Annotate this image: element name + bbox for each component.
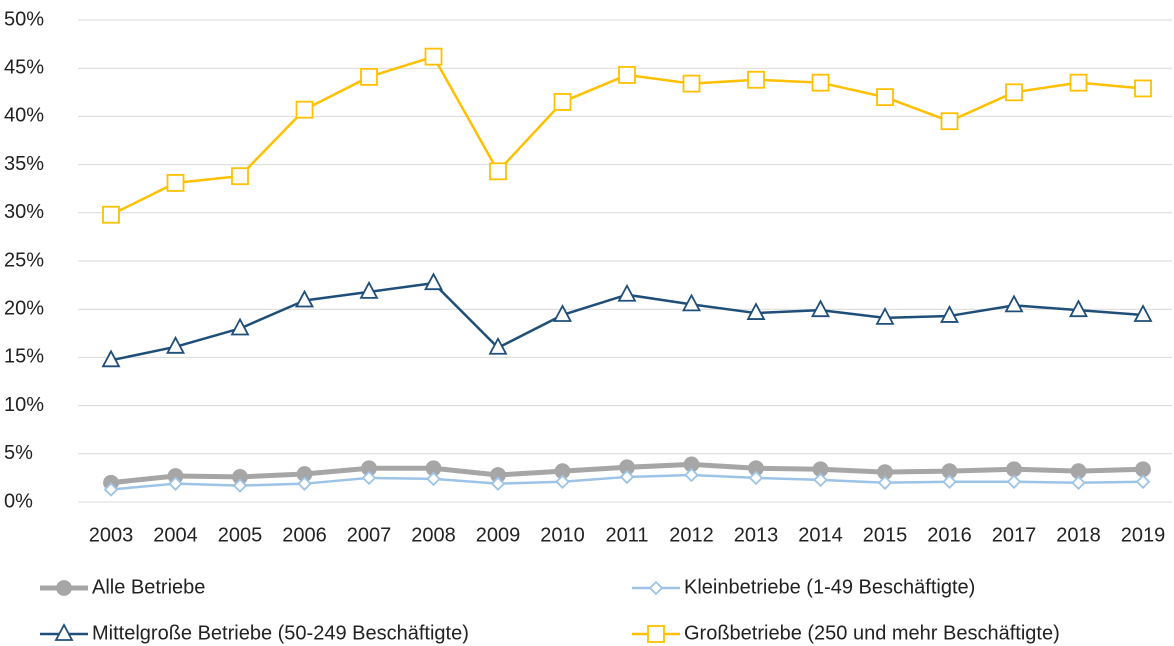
y-tick-label: 25% [4,249,44,271]
data-point [942,474,957,490]
data-point [101,349,121,368]
data-point [1134,79,1152,98]
data-point [1006,461,1022,478]
x-tick-label: 2010 [540,524,585,546]
x-tick-label: 2017 [992,524,1037,546]
data-point [168,476,183,491]
y-tick-label: 45% [4,56,44,78]
legend-marker [54,623,74,641]
y-tick-label: 15% [4,346,44,368]
data-point [747,70,765,89]
legend-marker [648,580,664,596]
data-point [359,280,379,299]
legend-label: Großbetriebe (250 und mehr Beschäftigte) [684,622,1060,644]
x-tick-label: 2019 [1121,524,1166,546]
data-point [940,305,959,323]
data-point [424,47,443,66]
data-point [490,476,506,491]
x-tick-label: 2009 [476,524,521,546]
data-point [426,471,441,487]
x-tick-label: 2013 [734,524,779,546]
data-point [748,470,764,486]
x-tick-label: 2003 [89,524,134,546]
data-point [1133,304,1153,322]
x-tick-label: 2015 [863,524,908,546]
data-point [166,174,185,192]
y-tick-label: 40% [4,105,44,127]
data-point [232,478,248,493]
data-point [424,272,443,291]
data-point [1004,294,1024,313]
data-point [361,470,377,486]
x-tick-label: 2016 [927,524,972,546]
data-point [682,293,701,312]
data-point [295,100,314,119]
data-point [1069,73,1088,92]
data-point [1006,474,1022,490]
data-point [166,335,185,354]
data-point [682,74,701,93]
legend-label: Mittelgroße Betriebe (50-249 Beschäftigt… [92,622,469,644]
data-point [553,304,572,322]
data-point [295,289,314,308]
data-point [230,317,250,336]
legend-label: Kleinbetriebe (1-49 Beschäftigte) [684,576,975,598]
y-tick-label: 5% [4,442,33,464]
x-tick-label: 2007 [347,524,392,546]
data-point [1069,299,1088,318]
data-point [360,67,378,86]
data-point [746,302,766,320]
data-point [489,162,507,181]
data-point [813,472,828,488]
x-tick-label: 2014 [798,524,843,546]
x-tick-label: 2011 [605,524,648,546]
y-tick-label: 0% [4,490,33,512]
data-point [877,475,893,490]
data-point [618,66,636,84]
x-tick-label: 2005 [218,524,263,546]
data-point [811,299,830,318]
y-tick-label: 20% [4,297,44,319]
data-point [876,88,894,107]
y-tick-label: 50% [4,8,44,30]
data-point [1005,83,1023,102]
data-point [617,283,637,302]
y-tick-label: 30% [4,201,44,223]
data-point [553,93,572,111]
data-point [103,482,119,497]
legend-marker [647,625,665,643]
data-point [488,336,508,355]
data-point [684,467,699,483]
data-point [875,306,895,325]
x-tick-label: 2012 [669,524,714,546]
x-tick-label: 2004 [153,524,198,546]
data-point [555,474,570,490]
data-point [1071,475,1086,490]
data-point [102,205,120,224]
data-point [940,112,959,131]
data-point [231,167,249,186]
legend-marker [56,580,72,596]
x-tick-label: 2006 [282,524,327,546]
x-tick-label: 2008 [411,524,456,546]
data-point [619,469,635,485]
data-point [1135,461,1151,478]
data-point [1135,474,1151,490]
legend-label: Alle Betriebe [92,576,205,598]
data-point [297,476,312,491]
y-tick-label: 10% [4,394,44,416]
data-point [811,73,830,92]
x-tick-label: 2018 [1056,524,1101,546]
y-tick-label: 35% [4,153,44,175]
